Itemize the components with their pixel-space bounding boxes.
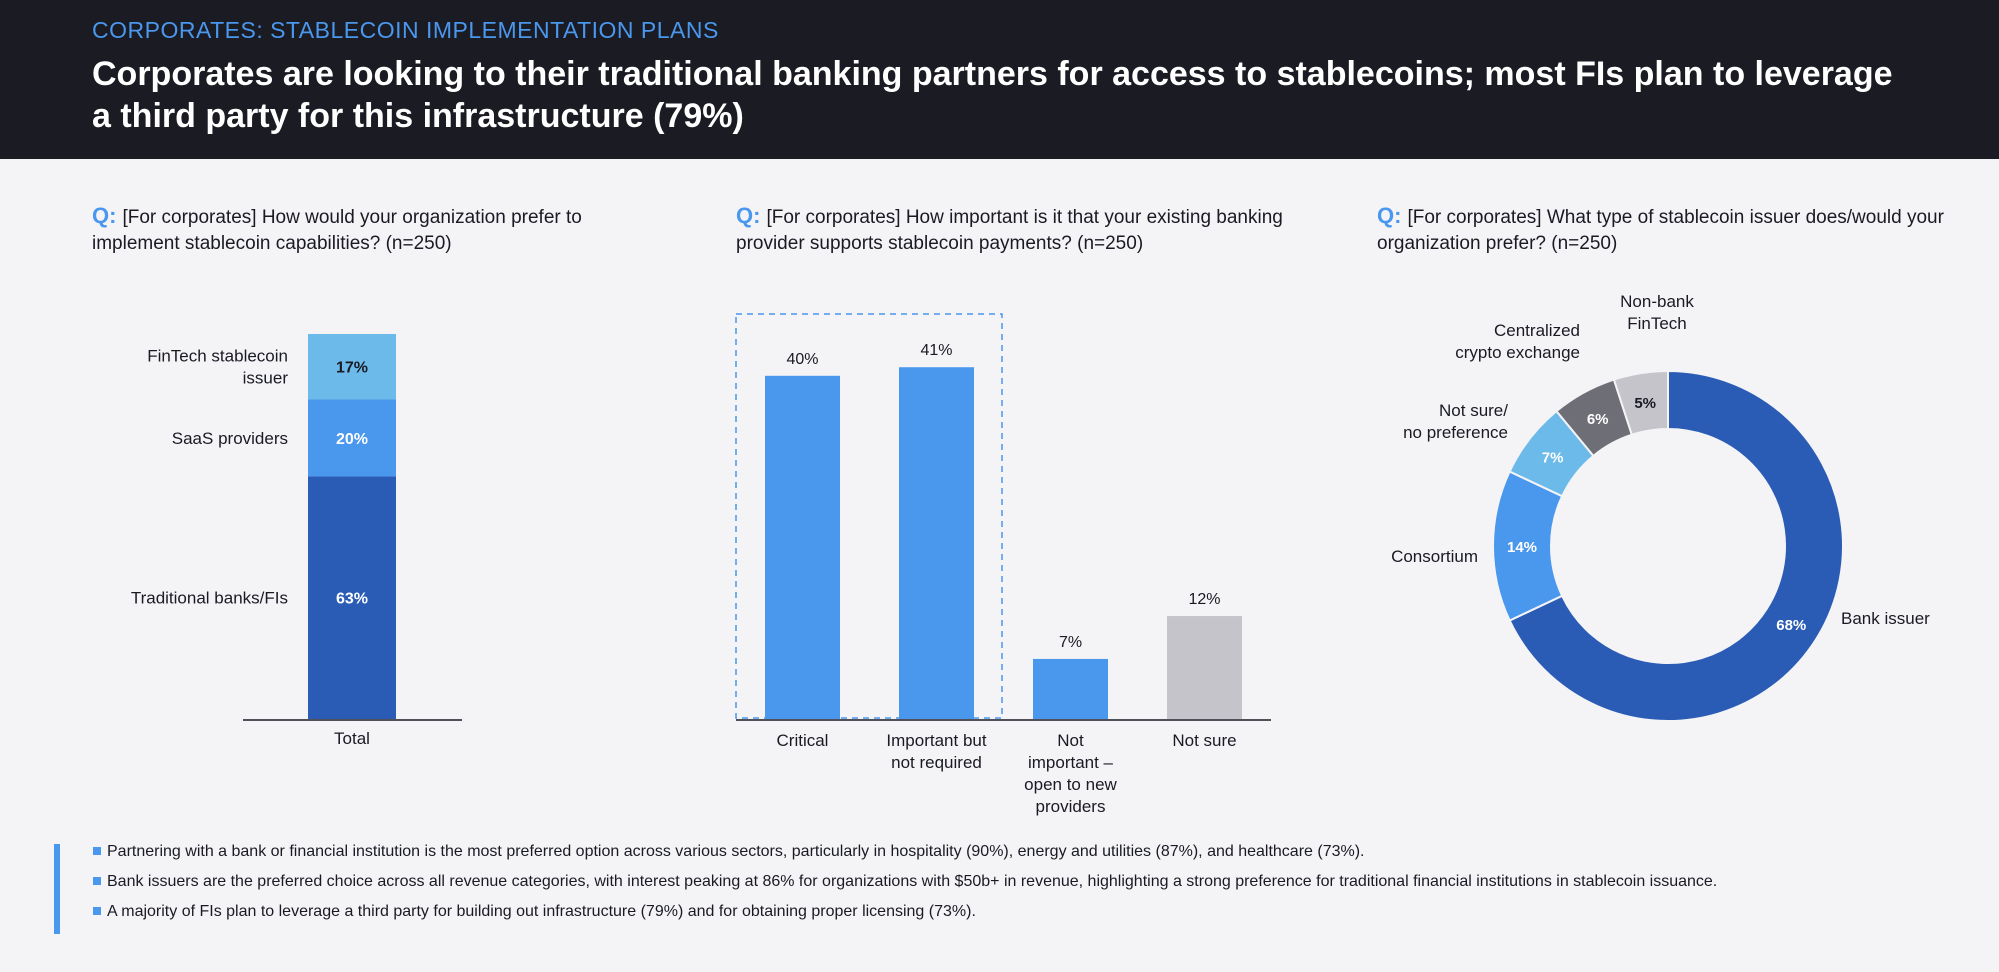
slice-label-line: Bank issuer [1841,609,1930,628]
slice-label-line: Non-bank [1620,292,1694,311]
x-tick-label-line: Not sure [1172,731,1236,750]
x-tick-label-line: not required [891,753,982,772]
notes-accent-bar [54,844,60,934]
data-label: 63% [336,591,368,608]
slice-label-line: Centralized [1494,321,1580,340]
bar [765,375,840,719]
x-tick-label: Not important – open to new providers [1024,731,1117,816]
bar [1167,616,1242,719]
question-text: [For corporates] What type of stablecoin… [1377,207,1944,254]
donut-slice [1508,369,1845,722]
slice-label-line: Consortium [1391,547,1478,566]
x-tick-label-line: open to new [1024,775,1117,794]
data-label: 17% [336,360,368,377]
data-label: 7% [1542,450,1564,467]
question-text: [For corporates] How would your organiza… [92,207,582,254]
data-label: 41% [920,342,952,359]
note-item: Partnering with a bank or financial inst… [93,843,1365,861]
data-label: 68% [1776,617,1806,634]
data-label: 40% [786,351,818,368]
x-tick-label-line: important – [1028,753,1114,772]
data-label: 7% [1059,634,1082,651]
series-label: Traditional banks/FIs [131,589,288,608]
slice-label: Centralized crypto exchange [1455,321,1580,362]
x-tick-label: Critical [777,731,829,750]
data-label: 6% [1587,411,1609,428]
slice-label: Non-bank FinTech [1620,292,1694,333]
bullet-icon [93,877,101,885]
question-marker: Q: [1377,203,1402,228]
series-label: SaaS providers [172,429,288,448]
x-tick-label: Total [334,729,370,748]
question-text: [For corporates] How important is it tha… [736,207,1283,254]
slice-label: Consortium [1391,547,1478,566]
series-label: FinTech stablecoin issuer [147,347,288,388]
x-tick-label-line: providers [1036,797,1106,816]
slice-label-line: Not sure/ [1439,401,1508,420]
x-tick-label-line: Not [1057,731,1084,750]
slice-label-line: no preference [1403,423,1508,442]
note-text: A majority of FIs plan to leverage a thi… [107,903,976,920]
bullet-icon [93,847,101,855]
bar [1033,658,1108,719]
data-label: 20% [336,431,368,448]
data-label: 14% [1507,539,1537,556]
bar [899,367,974,719]
highlight-box [735,313,1003,719]
note-text: Bank issuers are the preferred choice ac… [107,873,1718,890]
data-label: 5% [1634,395,1656,412]
section-eyebrow: CORPORATES: STABLECOIN IMPLEMENTATION PL… [92,17,719,43]
note-text: Partnering with a bank or financial inst… [107,843,1365,860]
x-tick-label-line: Critical [777,731,829,750]
x-tick-label: Not sure [1172,731,1236,750]
series-label-line: SaaS providers [172,429,288,448]
series-label-line: Traditional banks/FIs [131,589,288,608]
data-label: 12% [1188,591,1220,608]
note-item: A majority of FIs plan to leverage a thi… [93,903,976,921]
x-tick-label-line: Important but [886,731,986,750]
slice-label: Bank issuer [1841,609,1930,628]
page-title: Corporates are looking to their traditio… [92,55,1893,135]
question-2: Q: [For corporates] How important is it t… [736,203,1336,257]
question-1: Q: [For corporates] How would your organi… [92,203,652,257]
stacked-bar-segment [308,476,396,719]
slice-label: Not sure/no preference [1403,401,1508,442]
question-marker: Q: [92,203,117,228]
series-label-line: FinTech stablecoin [147,347,288,366]
bullet-icon [93,907,101,915]
x-tick-label: Important but not required [886,731,986,772]
stacked-bar-segment [308,334,396,400]
stacked-bar-segment [308,399,396,477]
question-marker: Q: [736,203,761,228]
note-item: Bank issuers are the preferred choice ac… [93,873,1717,891]
slice-label-line: FinTech [1627,314,1687,333]
series-label-line: issuer [243,369,289,388]
question-3: Q: [For corporates] What type of stableco… [1377,203,1957,257]
slice-label-line: crypto exchange [1455,343,1580,362]
header-banner: CORPORATES: STABLECOIN IMPLEMENTATION PL… [0,0,1999,159]
donut-slice [1612,369,1669,436]
